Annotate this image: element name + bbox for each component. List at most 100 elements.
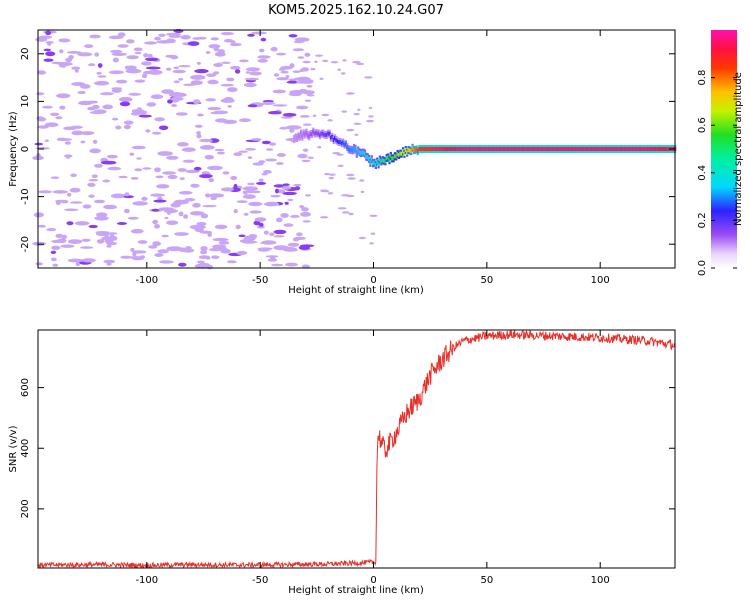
- spectrogram-noise-blob: [133, 47, 143, 52]
- spectrogram-noise-blob: [141, 61, 152, 66]
- spectrogram-noise-blob: [51, 245, 61, 250]
- spectrogram-track-core: [498, 147, 501, 151]
- spectrogram-track-core: [591, 147, 594, 151]
- spectrogram-track-core: [641, 147, 644, 151]
- spectrogram-noise-blob: [289, 63, 295, 69]
- spectrogram-track-core: [483, 147, 486, 151]
- spectrogram-track-core: [531, 147, 534, 151]
- spectrogram-noise-blob: [368, 115, 374, 118]
- spectrogram-noise-blob: [136, 157, 142, 160]
- spectrogram-noise-blob: [92, 139, 98, 144]
- spectrogram-noise-blob: [238, 234, 246, 238]
- spectrogram-noise-blob: [243, 212, 249, 216]
- spectrogram-noise-blob: [296, 81, 311, 84]
- spectrogram-noise-blob: [261, 240, 277, 245]
- spectrogram-track-core: [631, 147, 634, 151]
- spectrogram-track-core: [396, 151, 399, 156]
- spectrogram-noise-blob: [227, 260, 237, 264]
- spectrogram-noise-blob: [276, 217, 283, 223]
- spectrogram-track-core: [601, 147, 605, 151]
- spectrogram-noise-blob: [141, 73, 148, 79]
- spectrogram-noise-blob: [197, 113, 204, 117]
- spectrogram-track-core: [402, 149, 405, 154]
- spectrogram-track-core: [449, 147, 452, 151]
- spectrogram-noise-blob: [161, 89, 174, 94]
- spectrogram-noise-blob: [368, 106, 373, 110]
- spectrogram-track-core: [298, 134, 301, 139]
- spectrogram-noise-blob: [220, 248, 231, 254]
- spectrogram-noise-blob: [80, 140, 86, 144]
- spectrogram-noise-blob: [89, 34, 101, 39]
- spectrogram-noise-blob: [192, 202, 201, 208]
- spectrogram-noise-blob: [257, 58, 269, 63]
- spectrogram-noise-blob: [332, 152, 341, 155]
- spectrogram-noise-blob: [103, 259, 116, 264]
- spectrogram-noise-blob: [173, 80, 180, 84]
- spectrogram-noise-blob: [300, 211, 311, 217]
- spectrogram-noise-blob: [292, 70, 301, 73]
- spectrogram-noise-blob: [245, 67, 261, 72]
- spectrogram-noise-blob: [89, 148, 101, 154]
- spectrogram-noise-blob: [94, 163, 103, 168]
- spectrogram-noise-blob: [273, 229, 287, 235]
- spectrogram-track-core: [517, 147, 520, 151]
- spectrogram-track-core: [346, 145, 349, 150]
- spectrogram-noise-blob: [199, 145, 215, 150]
- spectrogram-track-core: [440, 147, 443, 151]
- spectrogram-noise-blob: [87, 182, 96, 187]
- spectrogram-noise-blob: [285, 125, 302, 130]
- spectrogram-noise-blob: [263, 230, 269, 235]
- spectrogram-track-core: [506, 147, 509, 151]
- spectrogram-track-core: [328, 131, 331, 136]
- spectrogram-noise-blob: [218, 240, 230, 245]
- spectrogram-track-core: [516, 147, 519, 151]
- spectrogram-track-core: [325, 132, 328, 137]
- spectrogram-noise-blob: [180, 34, 191, 40]
- spectrogram-noise-blob: [66, 51, 82, 54]
- spectrogram-noise-blob: [167, 174, 178, 180]
- spectrogram-noise-blob: [233, 209, 238, 214]
- spectrogram-noise-blob: [178, 211, 184, 217]
- spectrogram-noise-blob: [107, 166, 122, 171]
- spectrogram-track-core: [381, 158, 384, 163]
- spectrogram-track-core: [655, 147, 658, 151]
- spectrogram-noise-blob: [299, 205, 305, 209]
- snr-ytick-label: 200: [20, 499, 31, 518]
- spectrogram-track-core: [554, 147, 557, 151]
- spectrogram-noise-blob: [124, 208, 130, 214]
- spectrogram-noise-blob: [139, 255, 145, 259]
- spectrogram-noise-blob: [82, 204, 92, 209]
- spectrogram-track-core: [595, 147, 598, 151]
- spectrogram-track-core: [467, 147, 470, 151]
- spectrogram-track-core: [384, 159, 387, 164]
- spectrogram-noise-blob: [346, 173, 355, 177]
- spectrogram-noise-blob: [43, 48, 51, 52]
- spectrogram-noise-blob: [106, 244, 112, 248]
- spectrogram-track-core: [622, 147, 625, 151]
- spectrogram-track-core: [518, 147, 522, 151]
- spectrogram-track-core: [510, 147, 513, 151]
- spectrogram-noise-blob: [94, 80, 110, 86]
- spectrogram-noise-blob: [199, 138, 213, 143]
- spectrogram-noise-blob: [123, 120, 134, 125]
- spectrogram-noise-blob: [297, 153, 308, 159]
- spectrogram-track-core: [626, 147, 629, 151]
- spectrogram-noise-blob: [206, 264, 214, 270]
- spectrogram-noise-blob: [84, 44, 94, 48]
- spectrogram-noise-blob: [168, 92, 184, 97]
- spectrogram-track-core: [430, 147, 433, 151]
- spectrogram-noise-blob: [134, 51, 142, 55]
- spectrogram-track-core: [482, 147, 485, 151]
- spectrogram-noise-blob: [286, 80, 299, 84]
- spectrogram-track-core: [372, 161, 375, 166]
- spectrogram-noise-blob: [270, 256, 276, 260]
- spectrogram-noise-blob: [77, 52, 93, 57]
- spectrogram-noise-blob: [135, 110, 148, 115]
- spectrogram-track-core: [533, 147, 537, 151]
- spectrogram-noise-blob: [64, 141, 71, 145]
- spectrogram-track-core: [587, 147, 590, 151]
- spectrogram-noise-blob: [44, 139, 49, 142]
- spectrogram-track-core: [351, 148, 354, 153]
- spectrogram-noise-blob: [258, 222, 264, 227]
- spectrogram-track-core: [544, 147, 547, 151]
